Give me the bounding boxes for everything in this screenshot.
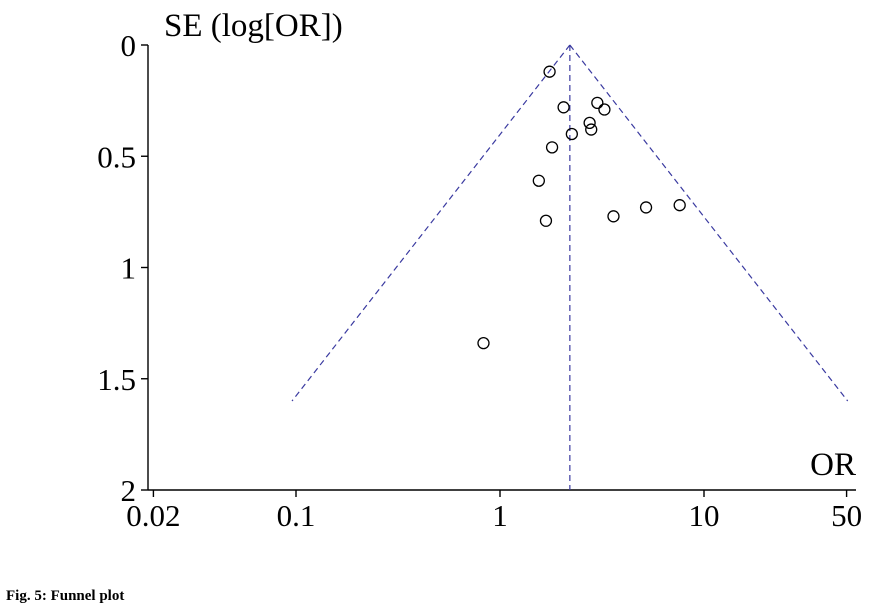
- study-point: [557, 101, 570, 114]
- study-point: [598, 103, 611, 116]
- study-point: [639, 201, 653, 214]
- study-point: [543, 65, 556, 78]
- funnel-left-line: [291, 44, 571, 402]
- y-tick-label: 2: [121, 473, 137, 508]
- study-point: [585, 123, 598, 136]
- x-tick-label: 1: [492, 498, 508, 533]
- x-axis-label: OR: [810, 447, 856, 483]
- x-tick-label: 0.02: [126, 498, 180, 533]
- axis-labels: SE (log[OR]) OR: [164, 8, 856, 483]
- study-point: [583, 116, 596, 130]
- figure-caption: Fig. 5: Funnel plot: [6, 588, 125, 604]
- funnel-lines: [291, 44, 849, 490]
- x-tick-label: 50: [831, 498, 862, 533]
- study-point: [673, 199, 686, 212]
- y-tick-label: 1: [121, 251, 137, 286]
- x-tick-label: 10: [689, 498, 720, 533]
- x-tick-label: 0.1: [277, 498, 316, 533]
- data-points: [477, 65, 686, 350]
- study-point: [477, 336, 490, 350]
- study-point: [545, 141, 559, 154]
- study-point: [565, 127, 578, 141]
- axes: 0 0.5 1 1.5 20.02 0.1 1 10 50: [97, 28, 862, 533]
- y-axis-label: SE (log[OR]): [164, 8, 343, 44]
- y-tick-label: 0: [121, 28, 137, 63]
- study-point: [591, 96, 604, 109]
- study-point: [539, 214, 553, 227]
- study-point: [532, 174, 545, 187]
- y-tick-label: 0.5: [97, 139, 136, 174]
- y-tick-label: 1.5: [97, 362, 136, 397]
- funnel-right-line: [569, 44, 849, 402]
- study-point: [607, 210, 620, 223]
